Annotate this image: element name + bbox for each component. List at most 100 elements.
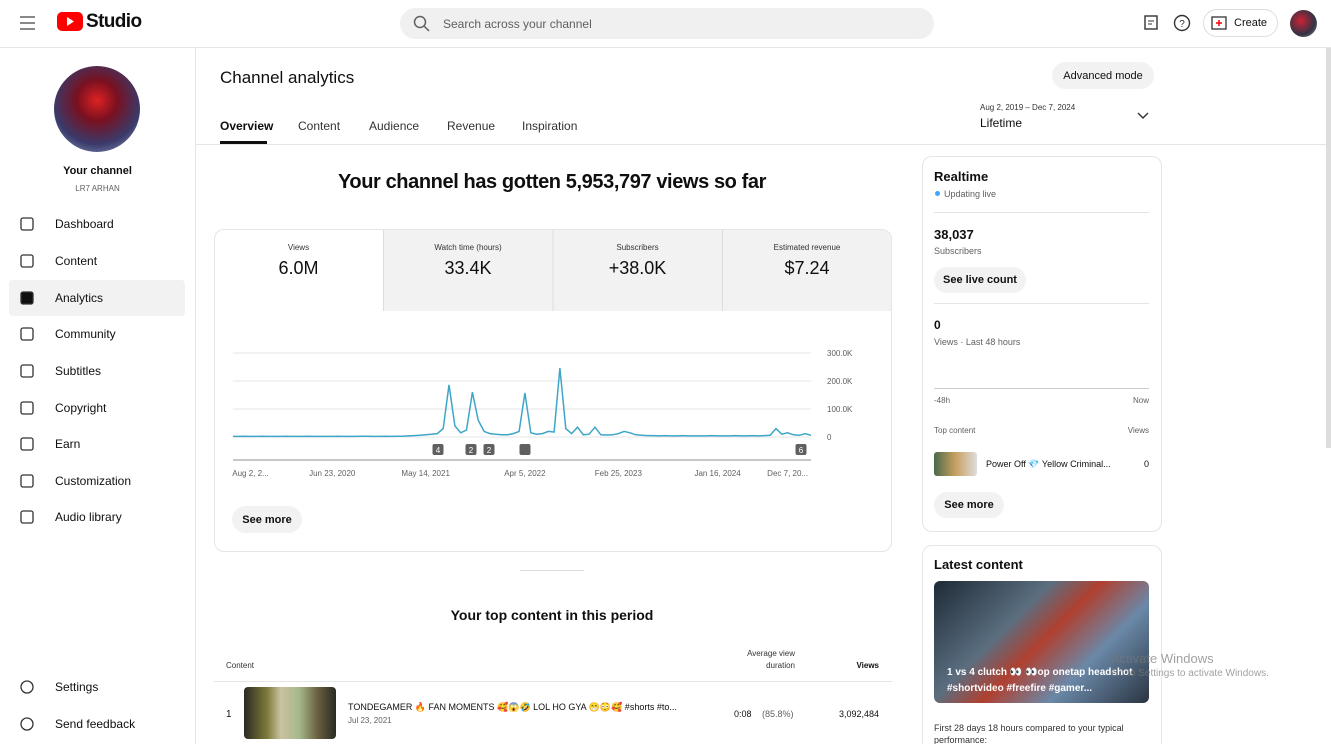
create-label[interactable]: Create <box>1234 17 1268 29</box>
views-header: Views <box>1127 426 1149 435</box>
row-date: Jul 23, 2021 <box>348 716 392 725</box>
item-title[interactable]: Power Off 💎 Yellow Criminal... <box>986 459 1111 469</box>
column-header: Average view duration <box>747 649 795 670</box>
nav-item[interactable]: Audio library <box>55 510 122 524</box>
realtime-card <box>922 156 1162 532</box>
column-header: Content <box>226 661 255 670</box>
nav-icon <box>20 680 34 694</box>
nav-item[interactable]: Community <box>55 327 116 341</box>
item-views: 0 <box>1143 459 1149 469</box>
subscriber-count: 38,037 <box>934 227 974 242</box>
search-icon <box>413 15 430 32</box>
search-placeholder: Search across your channel <box>443 17 592 31</box>
watermark-subtitle: Go to Settings to activate Windows. <box>1111 668 1269 679</box>
row-views: 3,092,484 <box>838 709 879 719</box>
latest-video-title[interactable]: 1 vs 4 clutch 👀 👀op onetap headshot #sho… <box>947 667 1133 694</box>
row-duration: 0:08 <box>734 709 752 719</box>
feedback-icon[interactable] <box>1143 14 1161 32</box>
top-content-label: Top content <box>934 426 976 435</box>
advanced-mode-button[interactable]: Advanced mode <box>1052 62 1154 89</box>
active-nav-highlight <box>9 280 185 316</box>
latest-title: Latest content <box>934 557 1023 572</box>
nav-item[interactable]: Content <box>55 254 98 268</box>
tab[interactable]: Overview <box>220 119 274 133</box>
watermark-title: Activate Windows <box>1111 651 1214 666</box>
headline: Your channel has gotten 5,953,797 views … <box>337 171 767 193</box>
latest-footnote: First 28 days 18 hours compared to your … <box>934 723 1124 744</box>
search-bar[interactable] <box>400 8 934 39</box>
latest-thumbnail[interactable] <box>934 581 1149 703</box>
logo-text[interactable]: Studio <box>86 11 142 32</box>
svg-text:?: ? <box>1179 19 1185 30</box>
divider <box>520 570 584 571</box>
nav-item[interactable]: Dashboard <box>55 217 114 231</box>
logo-icon[interactable] <box>57 12 83 31</box>
nav-item[interactable]: Customization <box>55 474 132 488</box>
tab[interactable]: Revenue <box>447 119 496 133</box>
live-dot <box>935 191 940 196</box>
page-title: Channel analytics <box>220 68 355 87</box>
metric-value[interactable]: 6.0M <box>278 258 319 278</box>
live-count-button[interactable]: See live count <box>934 267 1026 293</box>
column-header[interactable]: Views <box>856 661 879 670</box>
see-more-button[interactable]: See more <box>934 492 1004 518</box>
tabs-border <box>196 144 1331 145</box>
metric-value[interactable]: 33.4K <box>444 258 492 278</box>
nav-icon <box>20 510 34 524</box>
axis-start: -48h <box>934 396 951 405</box>
nav-icon <box>20 254 34 268</box>
nav-item[interactable]: Subtitles <box>55 364 102 378</box>
realtime-title: Realtime <box>934 169 989 184</box>
row-title[interactable]: TONDEGAMER 🔥 FAN MOMENTS 🥰😱🤣 LOL HO GYA … <box>348 702 677 712</box>
channel-title: Your channel <box>63 165 132 177</box>
date-range: Aug 2, 2019 – Dec 7, 2024 <box>980 103 1076 112</box>
tab[interactable]: Audience <box>369 119 420 133</box>
help-icon[interactable]: ? <box>1173 14 1191 32</box>
create-button[interactable] <box>1203 9 1278 37</box>
divider <box>934 303 1149 304</box>
period[interactable]: Lifetime <box>980 116 1023 130</box>
nav-icon <box>20 717 34 731</box>
nav-item[interactable]: Settings <box>55 680 99 694</box>
nav-item[interactable]: Copyright <box>55 401 107 415</box>
subscriber-label: Subscribers <box>934 246 982 256</box>
metric-value[interactable]: +38.0K <box>608 258 667 278</box>
row-rank: 1 <box>226 709 232 720</box>
row-thumbnail[interactable] <box>244 687 336 739</box>
active-tab-indicator <box>220 141 267 144</box>
see-more-button[interactable]: See more <box>232 506 302 533</box>
tab[interactable]: Inspiration <box>522 119 578 133</box>
metric-label[interactable]: Estimated revenue <box>773 243 841 252</box>
nav-item[interactable]: Send feedback <box>55 717 136 731</box>
sidebar-border <box>195 48 196 744</box>
metric-value[interactable]: $7.24 <box>784 258 830 278</box>
table-header-border <box>214 681 892 682</box>
tab[interactable]: Content <box>298 119 341 133</box>
realtime-status: Updating live <box>944 189 997 199</box>
latest-card <box>922 545 1162 744</box>
row-percent: (85.8%) <box>762 709 794 719</box>
period-chevron[interactable] <box>1136 111 1150 121</box>
axis-end: Now <box>1132 396 1149 405</box>
nav-item[interactable]: Earn <box>55 437 81 451</box>
metric-label[interactable]: Subscribers <box>616 243 659 252</box>
nav-icon <box>20 474 34 488</box>
top-content-title: Your top content in this period <box>450 607 654 623</box>
nav-icon <box>20 327 34 341</box>
account-avatar[interactable] <box>1290 10 1317 37</box>
realtime-views-label: Views · Last 48 hours <box>934 337 1021 347</box>
metric-label[interactable]: Views <box>287 243 310 252</box>
nav-icon <box>20 217 34 231</box>
channel-name: LR7 ARHAN <box>75 184 120 193</box>
nav-item[interactable]: Analytics <box>55 291 104 305</box>
channel-avatar[interactable] <box>54 66 140 152</box>
menu-icon[interactable] <box>18 14 38 32</box>
item-thumbnail[interactable] <box>934 452 977 476</box>
metric-label[interactable]: Watch time (hours) <box>434 243 502 252</box>
realtime-views: 0 <box>934 318 941 332</box>
create-icon <box>1211 16 1227 30</box>
scrollbar[interactable] <box>1326 48 1331 448</box>
overview-card <box>214 229 892 552</box>
nav-icon <box>20 364 34 378</box>
